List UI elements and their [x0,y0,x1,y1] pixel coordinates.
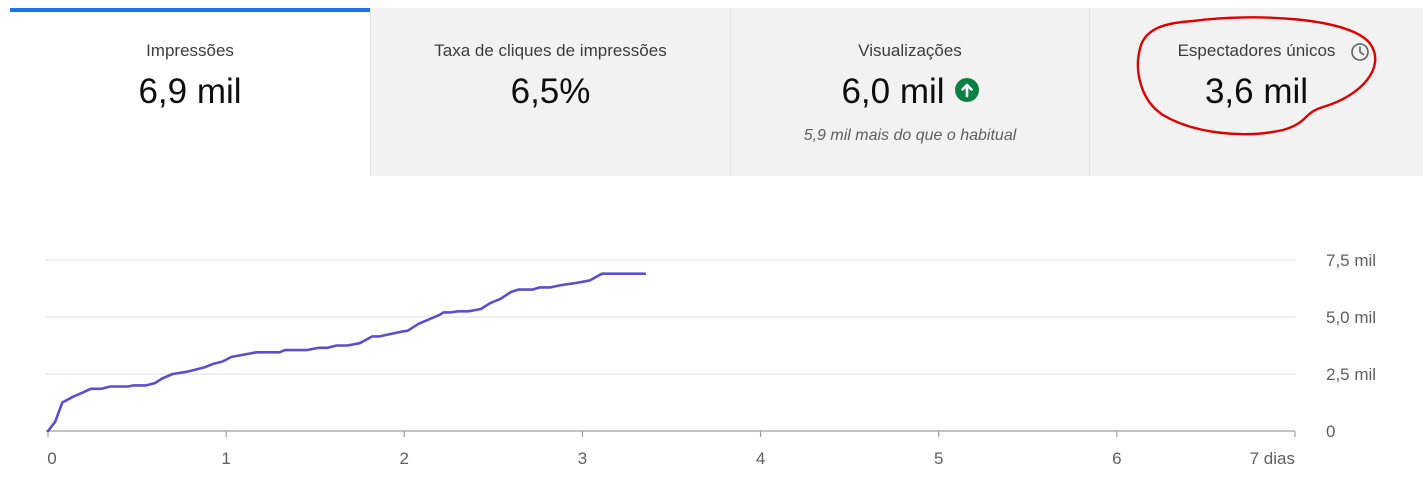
x-tick-label: 6 [1112,449,1121,468]
active-tab-indicator [10,8,370,12]
x-tick-label: 0 [47,449,56,468]
metric-label: Taxa de cliques de impressões [434,41,667,60]
metric-value-row: 6,0 mil [731,72,1089,112]
metric-comparison-note: 5,9 mil mais do que o habitual [803,127,1017,144]
x-tick-label: 1 [221,449,230,468]
metric-label: Visualizações [858,41,962,60]
metric-value: 6,9 mil [138,72,242,111]
metric-value: 6,5% [510,72,591,111]
chart-canvas: 0 2,5 mil 5,0 mil 7,5 mil 0 1 2 3 4 5 6 7 dias [46,251,1376,468]
metric-value: 6,0 mil [841,72,945,111]
x-tick-label: 2 [400,449,409,468]
y-tick-label: 5,0 mil [1326,308,1376,327]
x-tick-label: 4 [756,449,765,468]
clock-icon[interactable] [1350,42,1370,67]
tab-views[interactable]: Visualizações 6,0 mil 5,9 mil mais do qu… [730,8,1089,176]
metric-value: 3,6 mil [1204,72,1309,111]
red-circle-annotation [1136,16,1377,136]
tab-impressions-ctr[interactable]: Taxa de cliques de impressões 6,5% [370,8,730,176]
metric-label: Espectadores únicos [1177,41,1336,60]
metric-tabs: Impressões 6,9 mil Taxa de cliques de im… [10,8,1423,176]
y-tick-label: 0 [1326,422,1335,441]
x-tick-label: 3 [578,449,587,468]
metric-label: Impressões [146,41,234,60]
x-tick-label: 7 dias [1250,449,1295,468]
tab-impressions[interactable]: Impressões 6,9 mil [10,8,370,176]
line-chart: 0 2,5 mil 5,0 mil 7,5 mil 0 1 2 3 4 5 6 7 dias [0,176,1423,488]
arrow-up-circle-icon [954,77,979,102]
x-tick-label: 5 [934,449,943,468]
y-tick-label: 2,5 mil [1326,365,1376,384]
y-tick-label: 7,5 mil [1326,251,1376,270]
series-line [46,272,647,433]
